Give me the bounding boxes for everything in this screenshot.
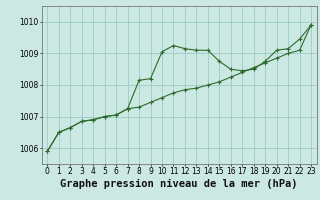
X-axis label: Graphe pression niveau de la mer (hPa): Graphe pression niveau de la mer (hPa) (60, 179, 298, 189)
